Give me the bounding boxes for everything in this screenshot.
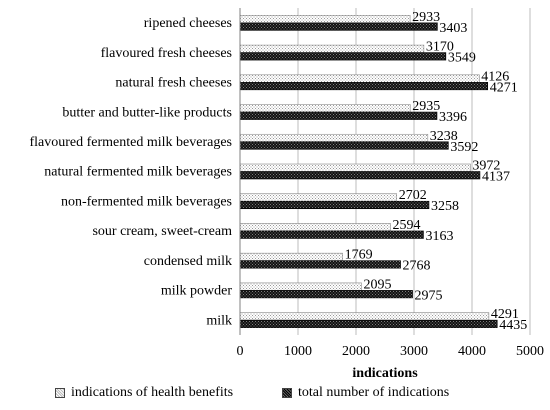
- bar-total-indications: [239, 319, 498, 328]
- bar-health-benefits: [239, 163, 471, 172]
- data-label: 3238: [430, 129, 458, 144]
- category-label: milk: [206, 313, 232, 328]
- category-label: flavoured fermented milk beverages: [29, 135, 232, 150]
- data-label: 2594: [392, 218, 420, 233]
- x-tick-label: 3000: [400, 344, 428, 359]
- data-label: 4435: [499, 318, 527, 333]
- category-label: sour cream, sweet-cream: [92, 224, 232, 239]
- category-label: butter and butter-like products: [62, 105, 232, 120]
- data-label: 2702: [399, 188, 427, 203]
- x-tick-label: 5000: [516, 344, 544, 359]
- bar-health-benefits: [239, 15, 411, 24]
- legend-item-total: total number of indications: [282, 385, 449, 401]
- category-label: flavoured fresh cheeses: [101, 46, 232, 61]
- bar-health-benefits: [239, 193, 398, 202]
- bar-health-benefits: [239, 282, 362, 291]
- data-label: 1769: [345, 248, 373, 263]
- bars: [239, 15, 498, 328]
- data-label: 4291: [491, 307, 519, 322]
- data-label: 3972: [472, 159, 500, 174]
- legend-item-health-benefits: indications of health benefits: [55, 385, 233, 401]
- bar-total-indications: [239, 82, 489, 91]
- data-label: 3592: [450, 140, 478, 155]
- data-label: 3549: [448, 51, 476, 66]
- data-label: 3403: [439, 21, 467, 36]
- data-label: 4271: [490, 80, 518, 95]
- bar-chart: 0 1000 2000 3000 4000 5000 ripened cheeses 2933…: [29, 8, 544, 381]
- bar-health-benefits: [239, 74, 480, 83]
- category-label: natural fresh cheeses: [115, 76, 232, 91]
- bar-total-indications: [239, 171, 481, 180]
- data-label: 3163: [425, 229, 453, 244]
- legend: indications of health benefits total num…: [0, 385, 550, 407]
- bar-total-indications: [239, 111, 438, 120]
- bar-health-benefits: [239, 44, 425, 53]
- x-axis-title: indications: [352, 366, 418, 381]
- bar-health-benefits: [239, 104, 411, 113]
- bar-total-indications: [239, 22, 438, 31]
- category-label: milk powder: [161, 284, 232, 299]
- data-label: 2768: [403, 259, 431, 274]
- bar-health-benefits: [239, 252, 343, 261]
- bar-health-benefits: [239, 133, 429, 143]
- bar-total-indications: [239, 260, 401, 269]
- labels: 0 1000 2000 3000 4000 5000 ripened cheeses 2933…: [29, 10, 544, 359]
- data-label: 2933: [412, 10, 440, 25]
- category-label: non-fermented milk beverages: [61, 194, 232, 209]
- bar-health-benefits: [239, 312, 490, 321]
- category-label: natural fermented milk beverages: [44, 165, 232, 180]
- bar-total-indications: [239, 141, 449, 150]
- legend-swatch-health-benefits: [55, 388, 65, 398]
- data-label: 3396: [439, 110, 467, 125]
- legend-label-total: total number of indications: [298, 385, 450, 400]
- x-tick-label: 4000: [458, 344, 486, 359]
- category-label: condensed milk: [144, 254, 232, 269]
- data-label: 3170: [426, 40, 454, 55]
- data-label: 2095: [364, 277, 392, 292]
- x-tick-label: 1000: [284, 344, 312, 359]
- category-label: ripened cheeses: [144, 16, 232, 31]
- x-tick-label: 0: [237, 344, 244, 359]
- x-tick-label: 2000: [342, 344, 370, 359]
- data-label: 2975: [415, 288, 443, 303]
- data-label: 2935: [412, 99, 440, 114]
- data-label: 4126: [481, 69, 509, 84]
- bar-total-indications: [239, 52, 447, 61]
- data-label: 4137: [482, 170, 510, 185]
- data-label: 3258: [431, 199, 459, 214]
- legend-swatch-total: [282, 388, 292, 398]
- bar-health-benefits: [239, 223, 391, 232]
- legend-label-health-benefits: indications of health benefits: [71, 385, 234, 400]
